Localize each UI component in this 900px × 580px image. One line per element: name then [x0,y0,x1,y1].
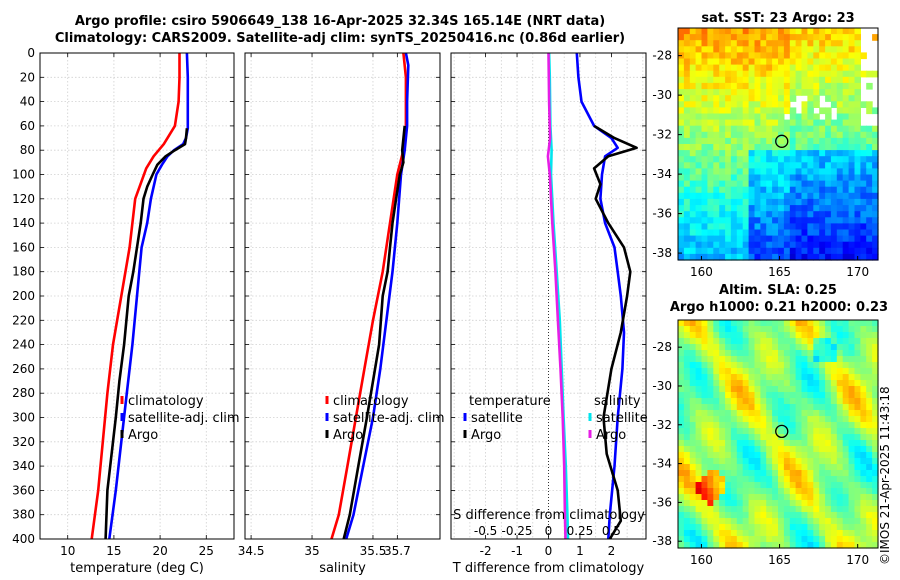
x-tick-label: 1 [576,544,584,558]
axes-frame [244,52,441,540]
x-tick-label: 25 [199,544,214,558]
legend-label: satellite [596,411,648,426]
map-lon-label: 160 [690,265,713,279]
panel-temperature: 0 20 40 60 80 100 120 140 160 180 200 220 240 260 280 3… [12,46,240,576]
sst-map-title: sat. SST: 23 Argo: 23 [701,11,855,26]
x-tick-label: 10 [60,544,75,558]
depth-tick-label: 260 [12,362,35,376]
sst-map: 160 165 170 -28 -30 -32 -34 -36 -38 [652,27,879,279]
series-salinity-argo [546,52,567,540]
x-axis-label: temperature (deg C) [70,561,204,576]
depth-tick-label: 180 [12,265,35,279]
map-lat-label: -38 [652,246,672,260]
panel-salinity: 34.5 35 35.535.7 salinity climatology satelli… [238,52,445,576]
depth-tick-label: 320 [12,435,35,449]
x-tick-label: 15 [106,544,121,558]
depth-tick-label: 140 [12,216,35,230]
map-lon-label: 165 [768,265,791,279]
sla-map: 160 165 170 -28 -30 -32 -34 -36 -38 [652,319,879,567]
depth-tick-label: 220 [12,313,35,327]
legend-label: satellite-adj. clim [128,411,240,426]
depth-tick-label: 160 [12,240,35,254]
x-axis-label: T difference from climatology [452,561,645,576]
series-satellite-adj-clim [344,52,410,540]
x-tick-label: 2 [608,544,616,558]
depth-tick-label: 360 [12,483,35,497]
depth-tick-label: 100 [12,168,35,182]
argo-position-marker [775,424,789,439]
depth-tick-label: 240 [12,338,35,352]
header-title-line2: Climatology: CARS2009. Satellite-adj cli… [54,31,626,46]
series-temperature-argo [592,124,638,540]
sal-tick-label: 0 [545,524,553,538]
x-tick-label: 0 [545,544,553,558]
legend-label: satellite-adj. clim [333,411,445,426]
depth-tick-label: 200 [12,289,35,303]
depth-tick-label: 280 [12,386,35,400]
x-tick-label: 35 [304,544,319,558]
depth-tick-label: 300 [12,411,35,425]
x-tick-label: 20 [152,544,167,558]
map-frame [677,319,879,549]
map-lon-label: 170 [846,265,869,279]
sal-tick-label: -0.25 [502,524,533,538]
map-lon-label: 170 [846,553,869,567]
map-lat-label: -32 [652,128,672,142]
legend-label: climatology [128,394,204,409]
legend-label: Argo [596,428,626,443]
legend-label: Argo [333,428,363,443]
legend-label: Argo [471,428,501,443]
x-axis-label: salinity [319,561,366,576]
panel-difference: -2 -1 0 1 2 T difference from climatology temp… [450,52,648,576]
axes-frame [39,52,235,540]
depth-tick-label: 340 [12,459,35,473]
series-argo [104,128,189,540]
legend-label: satellite [471,411,523,426]
depth-tick-label: 60 [20,119,35,133]
depth-tick-label: 0 [27,46,35,60]
map-lat-label: -36 [652,495,672,509]
map-lat-label: -36 [652,207,672,221]
sal-tick-label: 0.5 [602,524,621,538]
depth-tick-label: 80 [20,143,35,157]
depth-tick-label: 20 [20,70,35,84]
sal-tick-label: -0.5 [474,524,497,538]
map-lat-label: -28 [652,49,672,63]
legend-heading-temperature: temperature [469,394,551,409]
axes-frame [450,52,647,540]
depth-tick-label: 120 [12,192,35,206]
x-tick-label: -1 [511,544,523,558]
map-lat-label: -38 [652,534,672,548]
header-title-line1: Argo profile: csiro 5906649_138 16-Apr-2… [74,14,606,29]
map-lon-label: 160 [690,553,713,567]
map-frame [677,27,879,261]
depth-tick-label: 400 [12,532,35,546]
x-tick-label: -2 [480,544,492,558]
x-tick-label: 35.7 [384,544,411,558]
depth-tick-label: 40 [20,95,35,109]
map-lat-label: -34 [652,167,672,181]
legend-heading-salinity: salinity [594,394,641,409]
sal-tick-label: 0.25 [567,524,594,538]
map-lat-label: -30 [652,379,672,393]
x-tick-label: 35.5 [360,544,387,558]
map-lon-label: 165 [768,553,791,567]
legend-label: Argo [128,428,158,443]
map-lat-label: -34 [652,457,672,471]
map-lat-label: -30 [652,88,672,102]
argo-position-marker [775,134,789,148]
series-argo [342,125,406,540]
series-satellite-adj-clim [108,52,190,540]
depth-tick-label: 380 [12,508,35,522]
legend-label: climatology [333,394,409,409]
sla-map-title-line1: Altim. SLA: 0.25 [719,283,837,298]
series-climatology [90,53,181,540]
map-lat-label: -28 [652,340,672,354]
map-lat-label: -32 [652,418,672,432]
sal-axis-label: S difference from climatology [453,508,645,523]
sla-map-title-line2: Argo h1000: 0.21 h2000: 0.23 [669,300,889,315]
x-tick-label: 34.5 [238,544,265,558]
